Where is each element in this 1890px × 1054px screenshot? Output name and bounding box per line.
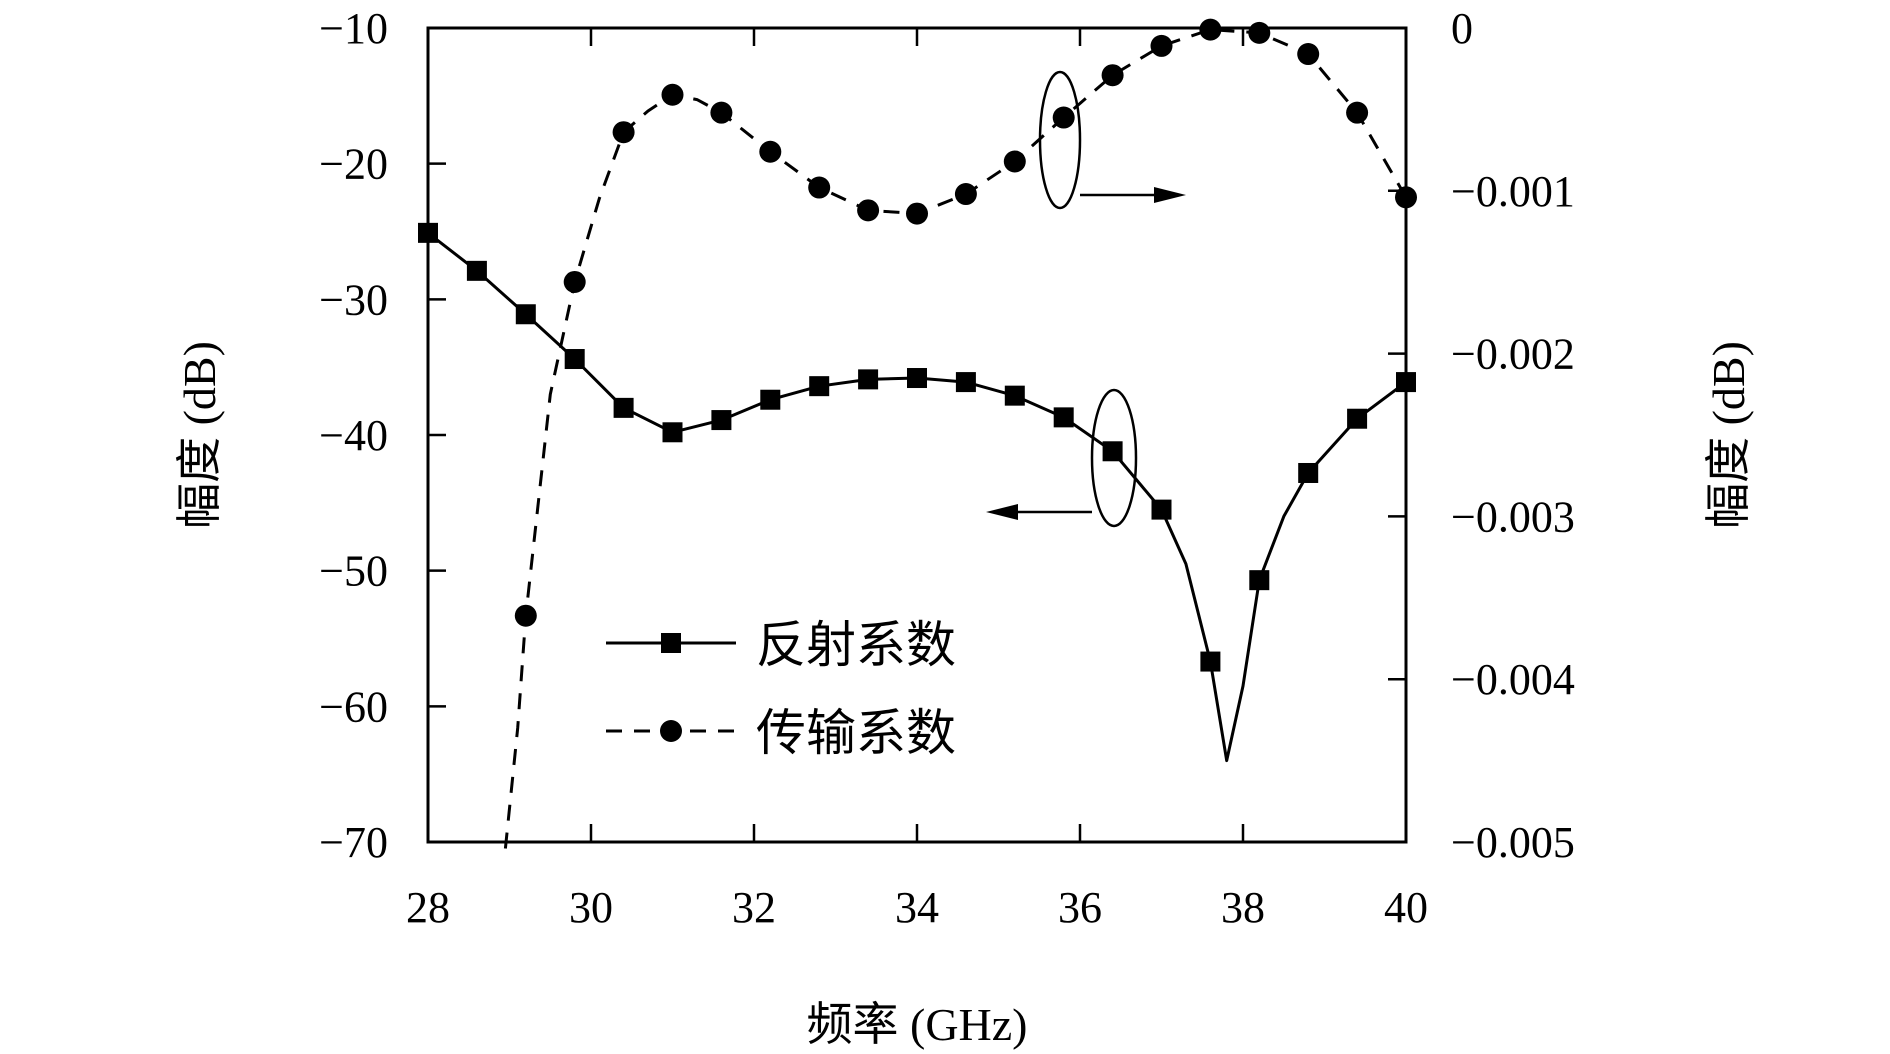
data-point-reflection xyxy=(1004,385,1025,406)
data-point-transmission xyxy=(710,101,733,124)
right-y-tick-label: −0.005 xyxy=(1451,818,1575,867)
data-point-reflection xyxy=(466,260,487,281)
left-y-tick-label: −50 xyxy=(319,547,388,596)
data-point-reflection xyxy=(1249,570,1270,591)
right-y-tick-label: −0.003 xyxy=(1451,492,1575,541)
series-line-reflection xyxy=(427,231,1407,763)
x-tick-label: 32 xyxy=(732,883,776,932)
legend-marker-reflection xyxy=(661,633,681,653)
right-y-tick-label: −0.004 xyxy=(1451,655,1575,704)
data-point-transmission xyxy=(906,202,928,225)
data-point-reflection xyxy=(662,422,683,443)
data-point-transmission xyxy=(514,604,537,627)
annotation-ellipse-reflection xyxy=(1090,388,1138,528)
data-point-transmission xyxy=(563,270,586,293)
x-tick-label: 40 xyxy=(1384,883,1428,932)
data-point-transmission xyxy=(954,183,977,206)
data-point-reflection xyxy=(1053,407,1074,428)
x-axis-ticks: 28 30 32 34 36 38 40 xyxy=(406,28,1428,932)
data-point-reflection xyxy=(613,397,634,418)
x-axis-title: 频率 (GHz) xyxy=(807,999,1028,1050)
annotation-ellipse-transmission xyxy=(1038,70,1082,210)
annotation-reflection xyxy=(986,388,1138,528)
data-point-reflection xyxy=(809,376,830,397)
data-point-transmission xyxy=(661,83,684,106)
data-point-reflection xyxy=(515,304,536,325)
data-point-transmission xyxy=(1003,150,1026,173)
data-point-transmission xyxy=(1395,186,1417,209)
right-y-tick-label: −0.002 xyxy=(1451,330,1575,379)
data-point-reflection xyxy=(907,368,927,389)
legend: 反射系数 传输系数 xyxy=(606,617,956,761)
x-tick-label: 34 xyxy=(895,883,939,932)
data-point-reflection xyxy=(1151,499,1172,520)
data-point-reflection xyxy=(1200,651,1221,672)
series-layer xyxy=(418,18,1417,849)
data-point-reflection xyxy=(760,389,781,410)
x-tick-label: 38 xyxy=(1221,883,1265,932)
right-y-axis-title: 幅度 (dB) xyxy=(1703,341,1754,529)
left-y-tick-label: −70 xyxy=(319,818,388,867)
left-y-tick-label: −40 xyxy=(319,411,388,460)
data-point-transmission xyxy=(1150,34,1173,57)
data-point-transmission xyxy=(612,121,635,144)
data-point-reflection xyxy=(858,369,879,390)
data-point-transmission xyxy=(759,140,782,163)
data-point-reflection xyxy=(955,372,976,393)
left-y-tick-label: −20 xyxy=(319,140,388,189)
annotation-transmission xyxy=(1038,70,1186,210)
left-y-axis-ticks: −10 −20 −30 −40 −50 −60 −70 xyxy=(319,4,446,867)
data-point-transmission xyxy=(1101,64,1124,87)
x-tick-label: 28 xyxy=(406,883,450,932)
data-point-transmission xyxy=(808,176,831,199)
left-y-tick-label: −10 xyxy=(319,4,388,53)
data-point-reflection xyxy=(1298,462,1319,483)
legend-label-transmission: 传输系数 xyxy=(756,705,956,761)
data-point-transmission xyxy=(1346,101,1369,124)
data-point-reflection xyxy=(1102,441,1123,462)
data-point-transmission xyxy=(1297,43,1320,66)
right-y-tick-label: −0.001 xyxy=(1451,167,1575,216)
data-point-reflection xyxy=(564,349,585,370)
legend-marker-transmission xyxy=(660,720,682,742)
data-point-reflection xyxy=(418,222,438,243)
left-y-tick-label: −30 xyxy=(319,275,388,324)
legend-label-reflection: 反射系数 xyxy=(756,617,956,673)
data-point-transmission xyxy=(1052,106,1075,129)
data-point-reflection xyxy=(711,410,732,431)
data-point-reflection xyxy=(1347,408,1368,429)
data-point-transmission xyxy=(1199,18,1222,41)
left-y-axis-title: 幅度 (dB) xyxy=(174,341,225,529)
data-point-transmission xyxy=(1248,21,1271,44)
annotation-arrowhead-reflection xyxy=(986,504,1018,520)
data-point-transmission xyxy=(857,199,880,222)
right-y-tick-label: 0 xyxy=(1451,4,1473,53)
x-tick-label: 30 xyxy=(569,883,613,932)
right-y-axis-ticks: 0 −0.001 −0.002 −0.003 −0.004 −0.005 xyxy=(1388,4,1575,867)
left-y-tick-label: −60 xyxy=(319,682,388,731)
annotation-arrowhead-transmission xyxy=(1154,187,1186,203)
data-point-reflection xyxy=(1396,372,1416,393)
x-tick-label: 36 xyxy=(1058,883,1102,932)
